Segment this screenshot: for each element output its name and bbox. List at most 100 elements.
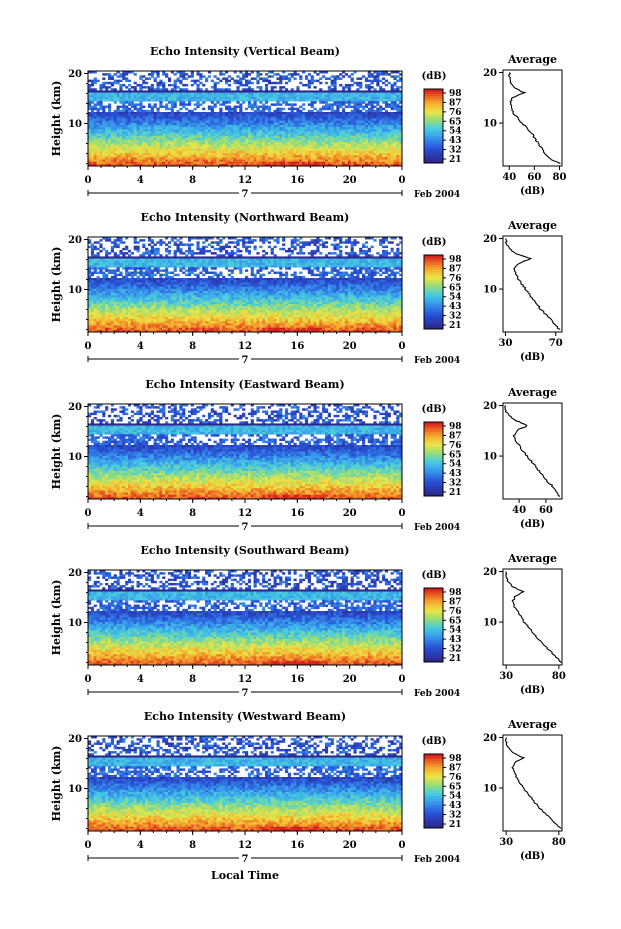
heatmap-cell <box>130 163 134 167</box>
heatmap-cell <box>207 105 212 109</box>
heatmap-cell <box>205 237 209 240</box>
heatmap-cell <box>159 92 163 96</box>
profile-y-tick-label: 20 <box>483 68 497 79</box>
heatmap-cell <box>362 96 366 100</box>
heatmap-cell <box>396 79 400 83</box>
heatmap-cell <box>213 262 217 266</box>
heatmap-cell <box>342 109 346 113</box>
heatmap-cell <box>342 135 346 139</box>
heatmap-cell <box>259 88 263 91</box>
heatmap-cell <box>262 163 266 167</box>
heatmap-cell <box>145 94 149 98</box>
heatmap-cell <box>376 127 380 130</box>
heatmap-cell <box>142 96 146 100</box>
heatmap-cell <box>159 254 163 257</box>
heatmap-cell <box>99 120 103 124</box>
heatmap-cell <box>136 112 140 115</box>
heatmap-cell <box>227 159 232 162</box>
heatmap-cell <box>396 107 400 111</box>
heatmap-cell <box>159 262 163 266</box>
heatmap-cell <box>219 133 223 137</box>
heatmap-cell <box>225 142 229 145</box>
heatmap-cell <box>302 99 306 102</box>
heatmap-cell <box>145 137 149 141</box>
heatmap-cell <box>304 163 309 167</box>
heatmap-cell <box>173 92 177 96</box>
heatmap-cell <box>247 256 251 259</box>
heatmap-cell <box>176 99 180 102</box>
heatmap-cell <box>264 148 269 152</box>
heatmap-cell <box>170 92 174 96</box>
heatmap-cell <box>139 260 143 264</box>
heatmap-cell <box>333 137 337 141</box>
heatmap-cell <box>142 254 146 257</box>
heatmap-cell <box>236 96 240 100</box>
heatmap-cell <box>225 101 229 104</box>
heatmap-cell <box>236 81 240 85</box>
heatmap-cell <box>287 103 291 106</box>
heatmap-cell <box>290 94 294 98</box>
heatmap-cell <box>239 150 243 154</box>
heatmap-cell <box>159 157 163 160</box>
heatmap-cell <box>233 109 237 113</box>
heatmap-cell <box>242 96 246 100</box>
heatmap-cell <box>324 71 329 74</box>
heatmap-cell <box>296 116 300 119</box>
heatmap-cell <box>299 90 303 93</box>
heatmap-cell <box>239 258 243 262</box>
heatmap-cell <box>304 243 309 246</box>
heatmap-cell <box>225 114 229 117</box>
heatmap-cell <box>102 81 106 85</box>
heatmap-cell <box>122 258 126 262</box>
heatmap-cell <box>304 148 309 152</box>
heatmap-cell <box>264 86 269 89</box>
heatmap-cell <box>370 109 374 113</box>
heatmap-cell <box>333 239 337 242</box>
heatmap-cell <box>247 96 251 100</box>
heatmap-cell <box>96 148 100 152</box>
heatmap-cell <box>376 81 380 85</box>
heatmap-cell <box>142 120 146 124</box>
heatmap-cell <box>222 96 226 100</box>
heatmap-cell <box>359 122 363 126</box>
heatmap-cell <box>207 137 212 141</box>
heatmap-cell <box>284 101 289 104</box>
heatmap-cell <box>373 148 377 152</box>
heatmap-cell <box>245 83 249 87</box>
heatmap-cell <box>102 163 106 167</box>
heatmap-cell <box>219 131 223 134</box>
heatmap-cell <box>390 105 394 109</box>
heatmap-cell <box>373 127 377 130</box>
heatmap-cell <box>207 256 212 259</box>
heatmap-cell <box>210 148 214 152</box>
heatmap-cell <box>324 135 329 139</box>
heatmap-cell <box>125 112 129 115</box>
heatmap-cell <box>90 101 94 104</box>
heatmap-cell <box>222 103 226 106</box>
heatmap-cell <box>290 118 294 121</box>
heatmap-cell <box>367 122 371 126</box>
heatmap-cell <box>173 237 177 240</box>
heatmap-cell <box>393 94 397 98</box>
heatmap-cell <box>222 116 226 119</box>
heatmap-cell <box>327 86 331 89</box>
heatmap-cell <box>330 243 334 246</box>
heatmap-cell <box>219 127 223 130</box>
heatmap-cell <box>213 155 217 158</box>
heatmap-cell <box>136 99 140 102</box>
heatmap-cell <box>350 150 354 154</box>
heatmap-cell <box>227 140 232 143</box>
heatmap-cell <box>233 137 237 141</box>
heatmap-cell <box>239 137 243 141</box>
heatmap-cell <box>159 101 163 104</box>
heatmap-cell <box>324 146 329 150</box>
heatmap-cell <box>150 133 154 137</box>
heatmap-cell <box>139 86 143 89</box>
heatmap-cell <box>156 148 160 152</box>
heatmap-cell <box>116 81 120 85</box>
heatmap-cell <box>333 103 337 106</box>
heatmap-cell <box>353 105 357 109</box>
heatmap-cell <box>396 159 400 162</box>
heatmap-cell <box>125 153 129 156</box>
heatmap-cell <box>256 127 260 130</box>
